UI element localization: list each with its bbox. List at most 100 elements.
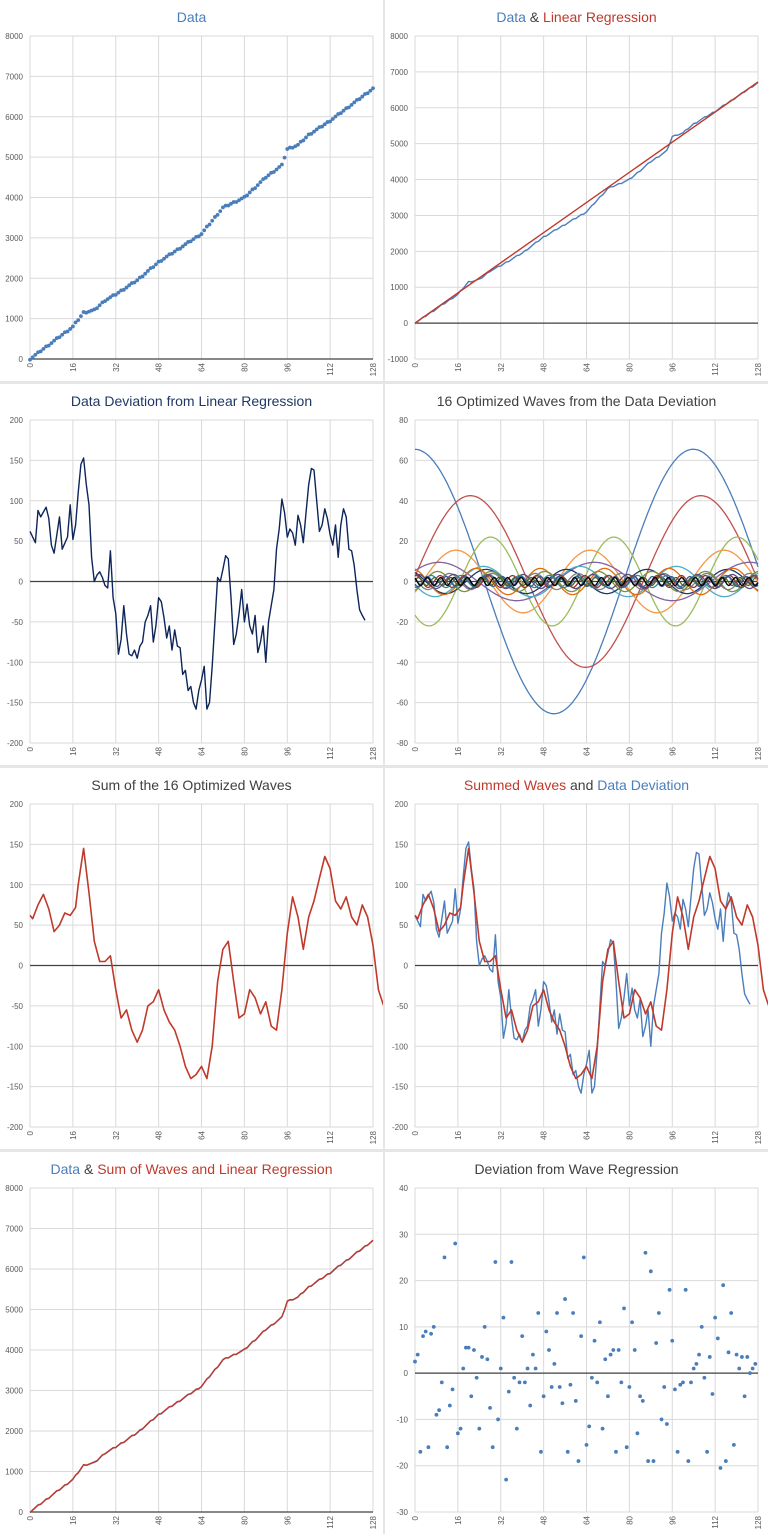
wave-series-line (414, 576, 759, 587)
x-tick-label: 128 (754, 1130, 763, 1144)
y-tick-label: 200 (10, 800, 24, 809)
x-tick-label: 128 (369, 1515, 378, 1529)
data-point (611, 1348, 616, 1352)
y-tick-label: 7000 (390, 68, 408, 77)
data-point (627, 1385, 632, 1389)
data-point (49, 341, 54, 345)
data-point (608, 1352, 613, 1357)
chart-data-sum-regression-plot: Data & Sum of Waves and Linear Regressio… (5, 1161, 378, 1529)
data-point (568, 1382, 573, 1387)
x-tick-label: 48 (155, 1515, 164, 1524)
x-tick-label: 96 (668, 1130, 677, 1139)
data-point (573, 1399, 578, 1403)
y-tick-label: 100 (395, 881, 409, 890)
x-tick-label: 64 (198, 1130, 207, 1139)
data-point (501, 1315, 506, 1320)
data-point (651, 1459, 656, 1463)
data-point (493, 1260, 498, 1264)
y-tick-label: 0 (19, 962, 24, 971)
data-point (718, 1466, 723, 1470)
x-tick-label: 80 (240, 362, 249, 371)
y-tick-label: 1000 (390, 283, 408, 292)
x-tick-label: 32 (112, 362, 121, 371)
data-point (57, 335, 62, 340)
data-point (557, 1385, 562, 1389)
data-point (710, 1392, 715, 1396)
y-tick-label: 3000 (5, 1387, 23, 1396)
data-point (584, 1442, 589, 1447)
data-point (146, 269, 150, 273)
data-point (218, 209, 223, 214)
data-point (597, 1320, 602, 1325)
x-tick-label: 32 (497, 362, 506, 371)
data-point (726, 1350, 731, 1355)
chart-sum-waves-plot: Sum of the 16 Optimized Waves 0 16 32 48 64 80… (7, 777, 383, 1144)
x-tick-label: 32 (112, 1515, 121, 1524)
data-point (202, 228, 207, 233)
data-point (737, 1366, 742, 1371)
data-point (121, 287, 126, 292)
chart-panel-summed-vs-deviation: Summed Waves and Data Deviation 0 16 32 48 64… (385, 768, 768, 1149)
data-point (638, 1394, 642, 1399)
data-point (434, 1412, 439, 1417)
x-tick-label: 64 (198, 1515, 207, 1524)
x-tick-label: 0 (411, 1515, 420, 1520)
x-tick-label: 112 (711, 1515, 720, 1528)
data-point (587, 1424, 592, 1429)
x-tick-label: 112 (711, 1130, 720, 1143)
data-point (731, 1442, 736, 1447)
data-point (689, 1380, 693, 1385)
chart-title-part: Data (51, 1161, 81, 1177)
data-point (234, 200, 239, 204)
data-point (480, 1355, 484, 1359)
y-tick-label: -150 (7, 699, 24, 708)
y-tick-label: 20 (399, 537, 408, 546)
data-point (683, 1287, 688, 1292)
data-point (140, 274, 145, 279)
x-tick-label: 96 (668, 746, 677, 755)
x-tick-label: 16 (69, 1515, 78, 1524)
x-tick-label: 80 (625, 1515, 634, 1524)
y-tick-label: -80 (396, 739, 408, 748)
data-point (415, 1352, 420, 1357)
y-tick-label: 0 (404, 319, 409, 328)
chart-title-part: & (80, 1161, 97, 1177)
x-tick-label: 96 (283, 1130, 292, 1139)
x-tick-label: 16 (454, 362, 463, 371)
data-point (28, 357, 32, 362)
data-point (277, 165, 282, 169)
data-point (581, 1255, 586, 1260)
data-point (357, 97, 362, 101)
data-point (541, 1394, 546, 1399)
data-point (338, 111, 343, 116)
data-point (600, 1426, 605, 1431)
data-point (346, 105, 351, 110)
y-tick-label: 2000 (390, 247, 408, 256)
y-tick-label: 5000 (390, 140, 408, 149)
data-point (514, 1426, 519, 1431)
data-point (681, 1380, 685, 1385)
series-line (29, 457, 366, 710)
x-tick-label: 0 (26, 746, 35, 751)
data-point (191, 237, 196, 242)
x-tick-label: 16 (69, 362, 78, 371)
chart-title: Sum of the 16 Optimized Waves (91, 777, 291, 793)
data-point (237, 198, 241, 203)
data-point (740, 1355, 744, 1359)
data-point (229, 201, 233, 206)
data-point (533, 1366, 538, 1371)
y-tick-label: 0 (19, 578, 24, 587)
data-point (127, 283, 132, 288)
data-point (322, 122, 327, 127)
x-tick-label: 32 (497, 746, 506, 755)
data-point (565, 1449, 570, 1454)
y-tick-label: -50 (11, 1002, 23, 1011)
y-tick-label: 0 (19, 1508, 24, 1517)
data-point (279, 162, 284, 167)
chart-title-part: 16 Optimized Waves from the Data Deviati… (437, 393, 717, 409)
data-point (509, 1260, 514, 1264)
data-point (624, 1445, 629, 1450)
x-tick-label: 112 (326, 1515, 335, 1528)
x-tick-label: 80 (625, 1130, 634, 1139)
y-tick-label: -60 (396, 699, 408, 708)
